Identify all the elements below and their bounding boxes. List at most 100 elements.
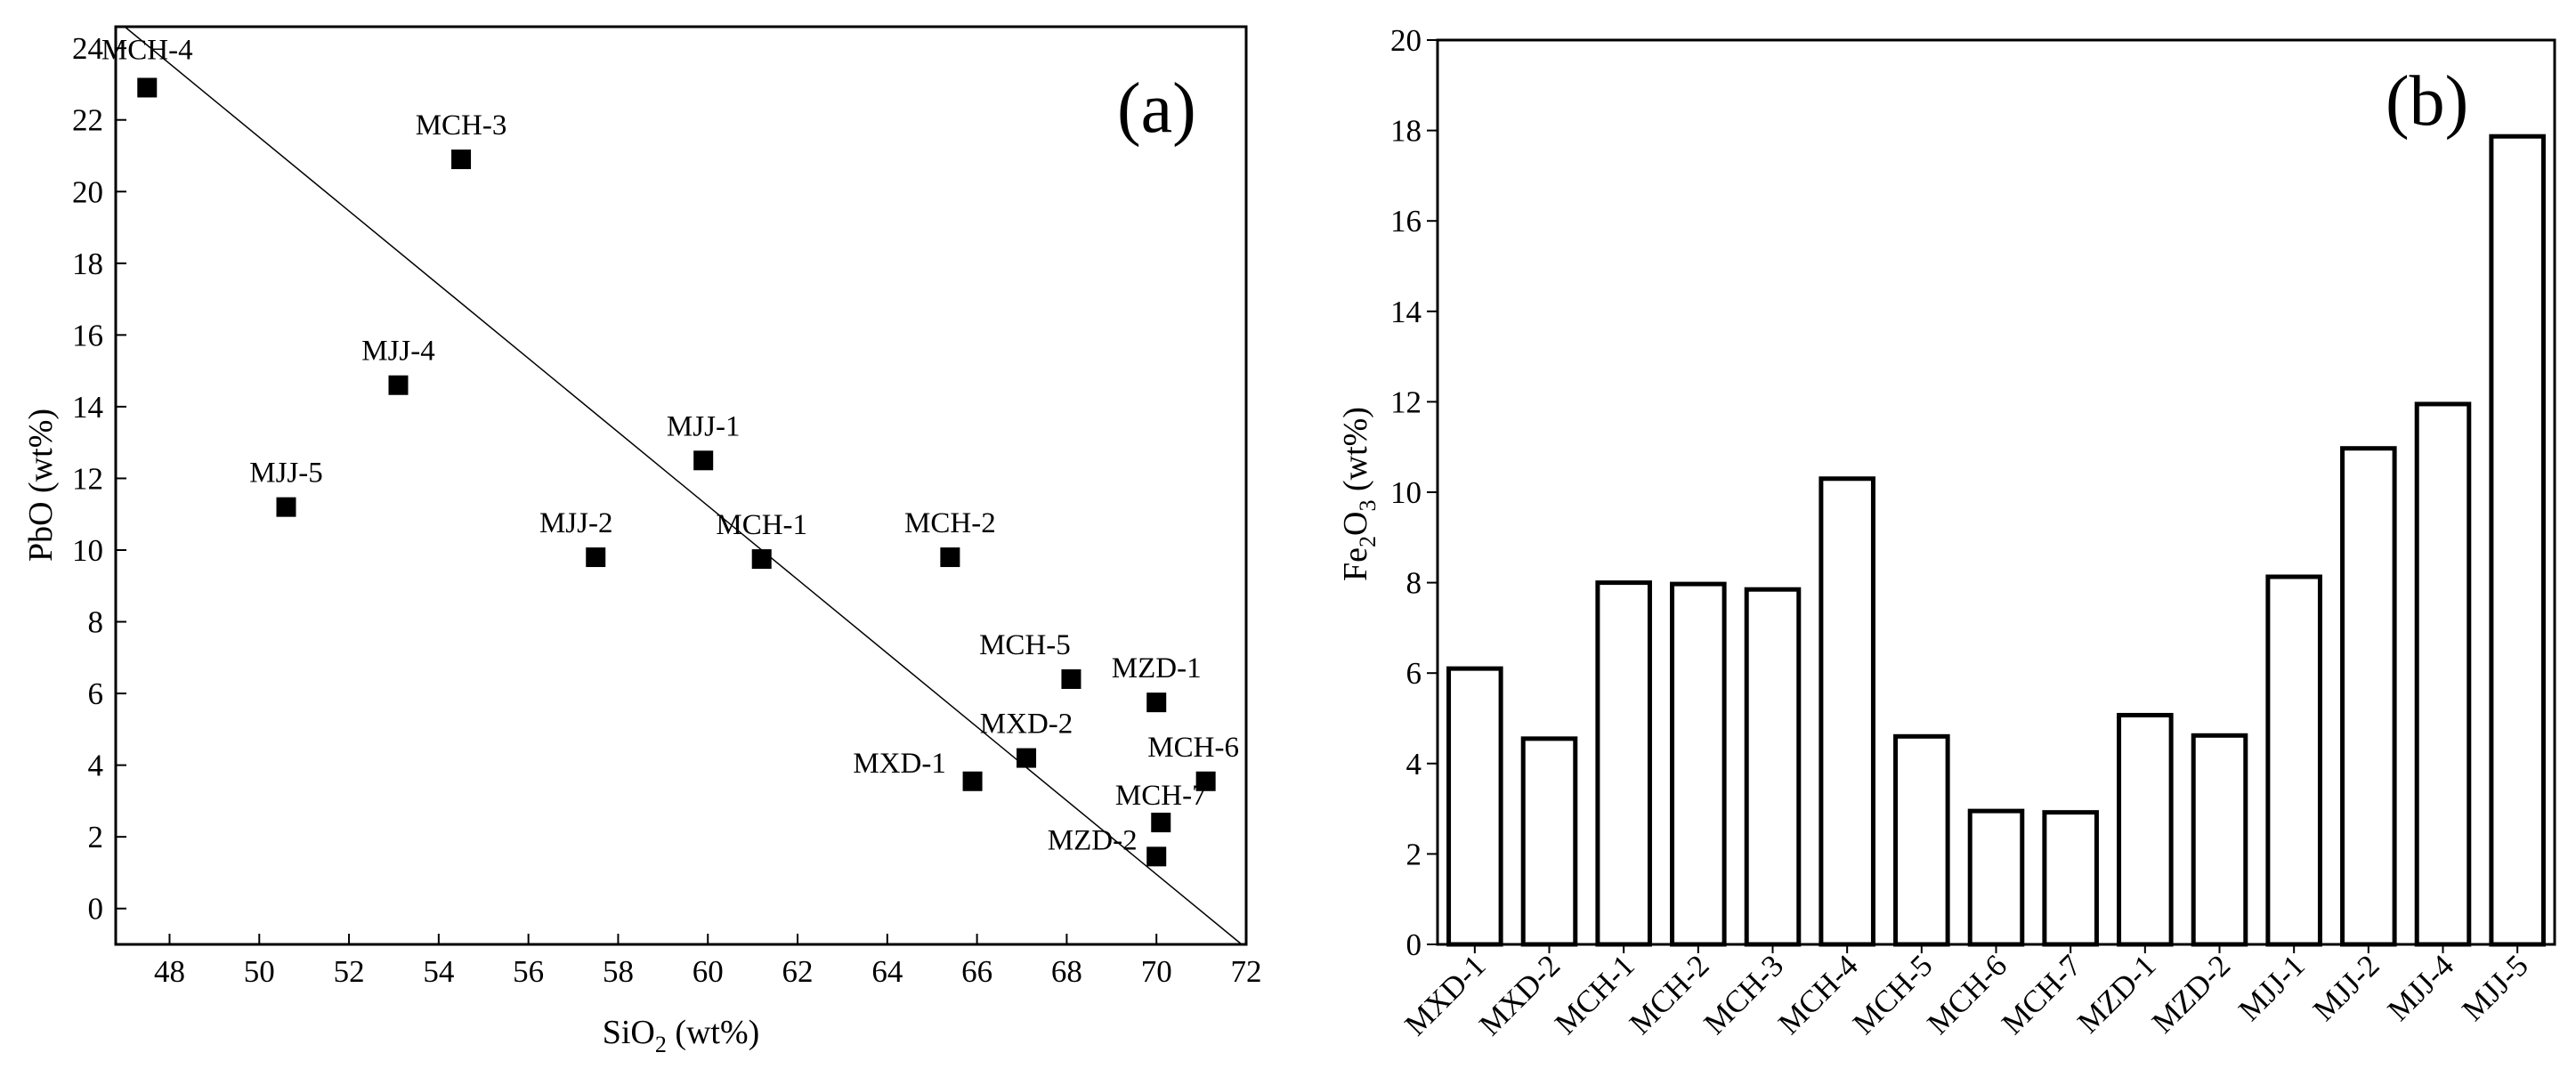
point-label: MZD-1 <box>1112 652 1202 684</box>
data-point <box>940 547 960 568</box>
bars <box>1446 134 2546 947</box>
y-tick-label: 20 <box>1390 23 1422 58</box>
point-label: MCH-2 <box>904 507 996 539</box>
x-tick-label: MZD-1 <box>2070 948 2162 1040</box>
x-tick-label: MJJ-2 <box>2306 948 2386 1027</box>
bar <box>2414 401 2472 947</box>
bar <box>1446 666 1503 947</box>
data-point <box>751 549 772 570</box>
data-point <box>962 771 983 791</box>
y-tick-label: 16 <box>72 318 103 352</box>
x-tick-label: 54 <box>423 954 454 989</box>
y-tick-label: 24 <box>72 31 103 66</box>
x-tick-label: MCH-5 <box>1846 948 1940 1041</box>
point-label: MJJ-1 <box>667 410 741 442</box>
y-tick-label: 22 <box>72 103 103 138</box>
point-label: MCH-1 <box>716 509 807 541</box>
regression-line <box>124 26 1243 945</box>
point-label: MXD-1 <box>853 748 946 780</box>
y-tick-label: 16 <box>1390 204 1422 239</box>
panel-label-a: (a) <box>1117 69 1196 148</box>
bar <box>1893 733 1950 947</box>
y-axis-label-b: Fe2O3 (wt%) <box>1337 407 1381 581</box>
y-tick-label: 14 <box>1390 295 1422 329</box>
x-tick-label: MJJ-1 <box>2232 948 2311 1027</box>
scatter-chart-panel-a: 48 50 52 54 56 58 60 62 64 66 68 70 72 0246810121416… <box>22 25 1262 1057</box>
bar <box>1744 587 1802 947</box>
x-tick-label: 52 <box>334 954 365 989</box>
bar <box>1967 808 2025 947</box>
x-tick-label: MCH-7 <box>1995 948 2088 1041</box>
y-tick-label: 12 <box>1390 385 1422 419</box>
trend-line <box>124 26 1243 945</box>
bar <box>1819 476 1875 947</box>
y-tick-label: 2 <box>1406 837 1422 871</box>
bar <box>2191 733 2248 947</box>
y-tick-label: 10 <box>1390 475 1422 510</box>
scatter-points: MCH-4 MCH-3 MJJ-4 MJJ-5 MJJ-1 MJJ-2 MCH-1 MCH-2… <box>101 34 1239 867</box>
y-tick-label: 6 <box>1406 656 1422 691</box>
point-label: MCH-3 <box>416 109 507 142</box>
y-tick-label: 20 <box>72 174 103 209</box>
x-tick-label: 56 <box>513 954 544 989</box>
point-label: MCH-6 <box>1147 732 1239 764</box>
y-tick-label: 4 <box>88 749 104 783</box>
x-tick-label: MXD-2 <box>1472 948 1567 1042</box>
x-tick-label: 66 <box>961 954 992 989</box>
point-label: MXD-2 <box>980 709 1073 741</box>
x-tick-label: 72 <box>1231 954 1262 989</box>
point-label: MJJ-2 <box>539 507 613 539</box>
x-tick-label: 50 <box>244 954 275 989</box>
y-tick-label: 8 <box>1406 566 1422 601</box>
y-tick-label: 18 <box>72 247 103 281</box>
data-point <box>1146 846 1167 867</box>
x-tick-label: MCH-2 <box>1623 948 1716 1041</box>
data-point <box>586 547 606 568</box>
y-tick-label: 12 <box>72 461 103 496</box>
data-point <box>1151 813 1171 833</box>
x-tick-label: MZD-2 <box>2145 948 2237 1040</box>
y-tick-label: 2 <box>88 820 104 854</box>
data-point <box>1061 668 1081 689</box>
data-point <box>1146 692 1167 713</box>
y-tick-label: 0 <box>1406 927 1422 962</box>
point-label: MCH-7 <box>1115 780 1207 812</box>
y-axis-ticks-b: 0 2 4 6 8 10 12 14 16 18 20 <box>1390 23 1438 962</box>
point-label: MZD-2 <box>1048 824 1138 856</box>
data-point <box>276 497 296 517</box>
x-tick-label: 64 <box>871 954 903 989</box>
data-point <box>137 77 158 98</box>
y-axis-label-a: PbO (wt%) <box>22 409 60 562</box>
bar <box>2265 574 2322 947</box>
x-axis-ticks-b: MXD-1MXD-2MCH-1MCH-2MCH-3MCH-4MCH-5MCH-6… <box>1398 944 2535 1042</box>
bar <box>1520 736 1578 947</box>
x-tick-label: MCH-1 <box>1548 948 1641 1041</box>
bar <box>2042 810 2099 947</box>
y-tick-label: 10 <box>72 533 103 568</box>
x-tick-label: MJJ-4 <box>2381 948 2460 1027</box>
x-tick-label: MCH-4 <box>1771 948 1865 1041</box>
data-point <box>693 450 714 471</box>
data-point <box>1017 748 1037 768</box>
y-tick-label: 4 <box>1406 747 1422 782</box>
bar <box>2489 134 2546 947</box>
x-tick-label: 58 <box>603 954 634 989</box>
bar <box>1670 581 1727 947</box>
x-tick-label: 60 <box>693 954 724 989</box>
bar <box>2340 446 2397 947</box>
x-tick-label: 48 <box>154 954 185 989</box>
plot-frame-a <box>114 25 1248 946</box>
point-label: MJJ-5 <box>249 458 323 490</box>
x-axis-ticks-a: 48 50 52 54 56 58 60 62 64 66 68 70 72 <box>154 934 1262 989</box>
x-tick-label: MCH-6 <box>1921 948 2014 1041</box>
x-tick-label: MJJ-5 <box>2455 948 2534 1027</box>
x-tick-label: 68 <box>1051 954 1082 989</box>
point-label: MCH-4 <box>101 34 193 66</box>
x-tick-label: 70 <box>1141 954 1172 989</box>
point-label: MJJ-4 <box>361 336 435 368</box>
y-tick-label: 8 <box>88 605 104 640</box>
y-tick-label: 6 <box>88 676 104 711</box>
panel-label-b: (b) <box>2386 62 2468 141</box>
